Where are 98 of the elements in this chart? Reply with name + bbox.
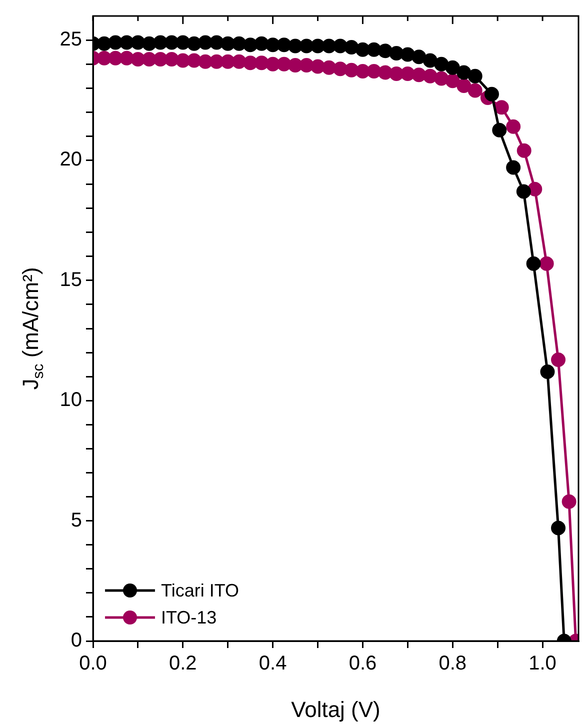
y-tick-label: 25 bbox=[60, 28, 82, 51]
point bbox=[494, 100, 509, 115]
point bbox=[130, 52, 146, 67]
point bbox=[108, 35, 123, 50]
legend-label: ITO-13 bbox=[161, 607, 217, 628]
point bbox=[232, 54, 246, 69]
point bbox=[322, 38, 336, 54]
point bbox=[310, 59, 326, 74]
y-tick-label: 0 bbox=[70, 630, 82, 652]
point bbox=[344, 62, 359, 78]
x-tick-label: 0.0 bbox=[79, 652, 107, 675]
point bbox=[322, 60, 336, 75]
point bbox=[412, 68, 426, 82]
point bbox=[562, 494, 576, 509]
point bbox=[332, 38, 348, 54]
legend-label: Ticari ITO bbox=[161, 580, 240, 600]
point bbox=[366, 64, 382, 79]
point bbox=[142, 52, 156, 67]
point bbox=[198, 54, 213, 69]
point bbox=[528, 182, 542, 196]
point bbox=[186, 53, 202, 68]
point bbox=[276, 38, 292, 52]
point bbox=[299, 38, 314, 54]
x-tick-label: 0.4 bbox=[258, 652, 287, 675]
point bbox=[276, 56, 292, 72]
point bbox=[389, 46, 404, 61]
point bbox=[422, 53, 438, 68]
point bbox=[288, 58, 303, 73]
point bbox=[506, 119, 521, 134]
point bbox=[243, 38, 258, 52]
point bbox=[539, 256, 554, 271]
y-tick-label: 20 bbox=[60, 148, 82, 171]
point bbox=[400, 66, 415, 81]
point bbox=[254, 36, 269, 51]
point bbox=[266, 38, 280, 52]
x-tick-label: 0.2 bbox=[169, 652, 197, 675]
point bbox=[186, 36, 202, 51]
point bbox=[96, 50, 112, 66]
point bbox=[516, 184, 531, 199]
point bbox=[220, 36, 236, 51]
point bbox=[209, 35, 224, 50]
point bbox=[299, 58, 314, 73]
point bbox=[378, 65, 392, 80]
point bbox=[310, 38, 326, 54]
point bbox=[220, 54, 236, 69]
point bbox=[119, 35, 134, 50]
point bbox=[456, 78, 472, 93]
point bbox=[422, 68, 438, 84]
point bbox=[232, 36, 246, 51]
point bbox=[198, 35, 213, 50]
point bbox=[484, 86, 499, 102]
point bbox=[434, 56, 449, 72]
point bbox=[445, 74, 460, 88]
point bbox=[516, 143, 532, 158]
point bbox=[366, 42, 382, 57]
x-tick-label: 0.6 bbox=[348, 652, 377, 675]
point bbox=[492, 122, 507, 138]
point bbox=[540, 364, 555, 380]
y-axis-title: Jsc (mA/cm²) bbox=[18, 267, 47, 390]
point bbox=[456, 65, 472, 80]
point bbox=[176, 35, 190, 50]
y-tick-label: 5 bbox=[70, 509, 82, 532]
y-tick-label: 10 bbox=[60, 389, 82, 412]
point bbox=[526, 256, 541, 271]
point bbox=[506, 160, 521, 175]
point bbox=[153, 35, 168, 50]
y-tick-label: 15 bbox=[60, 268, 82, 291]
x-tick-label: 0.8 bbox=[438, 652, 467, 675]
point bbox=[355, 42, 370, 57]
point bbox=[243, 56, 258, 70]
point bbox=[96, 36, 112, 51]
point bbox=[378, 44, 392, 58]
point bbox=[551, 520, 566, 536]
point bbox=[355, 64, 370, 79]
point bbox=[119, 50, 134, 66]
x-axis-title: Voltaj (V) bbox=[291, 696, 380, 722]
point bbox=[344, 40, 359, 54]
point bbox=[130, 35, 146, 50]
point bbox=[153, 52, 168, 67]
point bbox=[142, 36, 156, 51]
x-tick-label: 1.0 bbox=[528, 652, 556, 675]
point bbox=[468, 68, 482, 84]
point bbox=[332, 62, 348, 76]
point bbox=[400, 47, 415, 62]
point bbox=[254, 56, 269, 70]
point bbox=[164, 35, 179, 50]
point bbox=[266, 56, 280, 72]
point bbox=[551, 352, 566, 367]
point bbox=[288, 38, 303, 54]
point bbox=[209, 54, 224, 69]
point bbox=[412, 50, 426, 64]
point bbox=[468, 83, 482, 98]
point bbox=[176, 53, 190, 68]
point bbox=[445, 60, 460, 75]
point bbox=[108, 50, 123, 66]
point bbox=[389, 66, 404, 81]
point bbox=[434, 71, 449, 86]
point bbox=[164, 52, 179, 67]
